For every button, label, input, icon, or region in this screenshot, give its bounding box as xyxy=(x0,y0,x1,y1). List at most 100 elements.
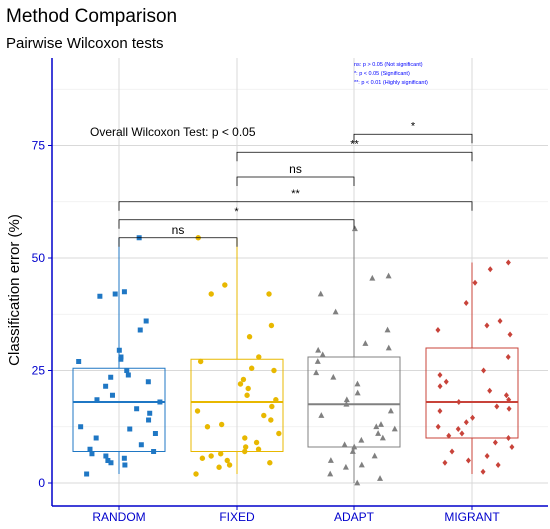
data-point-adapt xyxy=(385,272,392,279)
data-point-random xyxy=(116,347,122,353)
data-point-migrant xyxy=(456,399,462,405)
chart-subtitle: Pairwise Wilcoxon tests xyxy=(6,35,164,52)
data-point-fixed xyxy=(208,291,214,297)
data-point-adapt xyxy=(349,448,356,454)
data-point-fixed xyxy=(226,462,233,468)
data-point-fixed xyxy=(224,457,230,464)
data-point-migrant xyxy=(480,468,486,475)
data-point-adapt xyxy=(362,340,369,346)
data-point-adapt xyxy=(384,326,391,333)
data-point-adapt xyxy=(327,470,334,477)
data-point-fixed xyxy=(269,403,275,410)
data-point-migrant xyxy=(506,405,512,412)
data-point-migrant xyxy=(449,448,455,455)
data-point-random xyxy=(134,406,140,412)
data-point-migrant xyxy=(437,383,443,390)
data-point-random xyxy=(121,455,127,461)
data-point-fixed xyxy=(273,397,279,403)
data-point-random xyxy=(147,410,153,416)
data-point-fixed xyxy=(242,448,248,455)
legend-note-single-star: *: p < 0.05 (Significant) xyxy=(354,71,410,77)
data-point-migrant xyxy=(495,462,501,468)
data-point-adapt xyxy=(342,463,349,470)
comparison-bracket xyxy=(118,201,473,211)
data-point-adapt xyxy=(385,344,392,351)
data-point-migrant xyxy=(463,300,469,306)
x-tick-label: FIXED xyxy=(219,510,255,524)
y-tick-label: 0 xyxy=(38,476,45,490)
data-point-fixed xyxy=(237,381,244,387)
data-point-random xyxy=(94,397,100,403)
data-point-adapt xyxy=(354,389,361,396)
data-point-adapt xyxy=(387,407,394,414)
data-point-migrant xyxy=(435,423,441,430)
data-point-migrant xyxy=(492,439,498,446)
comparison-label: ns xyxy=(289,162,302,176)
data-point-fixed xyxy=(240,376,247,383)
data-point-fixed xyxy=(248,365,255,371)
data-point-random xyxy=(108,374,114,380)
data-point-migrant xyxy=(487,266,493,273)
data-point-migrant xyxy=(455,426,461,432)
data-point-random xyxy=(124,368,130,373)
data-point-adapt xyxy=(313,369,320,376)
y-tick-label: 25 xyxy=(32,364,46,378)
data-point-random xyxy=(76,359,82,364)
comparison-bracket xyxy=(236,151,473,162)
data-point-fixed xyxy=(267,460,273,466)
data-point-migrant xyxy=(446,432,452,439)
comparison-label: ns xyxy=(172,223,185,237)
data-point-fixed xyxy=(276,430,282,437)
box-fixed xyxy=(190,358,284,452)
data-point-fixed xyxy=(208,453,214,459)
box-migrant xyxy=(425,347,519,439)
data-point-adapt xyxy=(377,475,384,481)
comparison-label: * xyxy=(411,120,416,132)
comparison-bracket xyxy=(118,237,238,247)
data-point-adapt xyxy=(330,373,337,380)
data-point-migrant xyxy=(507,331,513,338)
point-layer xyxy=(76,225,515,486)
axis-layer: 0 25 50 75 RANDOM FIXED ADAPT MIGRANT xyxy=(32,58,548,524)
comparison-label: ** xyxy=(350,138,359,150)
data-point-adapt xyxy=(373,423,380,430)
data-point-adapt xyxy=(379,434,386,441)
overall-test-annotation: Overall Wilcoxon Test: p < 0.05 xyxy=(90,125,256,139)
data-point-adapt xyxy=(375,430,382,436)
data-point-fixed xyxy=(271,367,277,374)
data-point-migrant xyxy=(481,367,487,374)
data-point-migrant xyxy=(442,459,448,466)
data-point-fixed xyxy=(261,412,267,419)
data-point-fixed xyxy=(216,464,222,470)
y-tick-label: 50 xyxy=(32,251,46,265)
data-point-random xyxy=(145,379,151,385)
data-point-adapt xyxy=(341,441,348,448)
data-point-fixed xyxy=(268,417,274,423)
data-point-migrant xyxy=(470,414,476,421)
x-tick-label: RANDOM xyxy=(92,510,145,524)
data-point-adapt xyxy=(314,358,321,364)
data-point-migrant xyxy=(509,444,515,450)
data-point-fixed xyxy=(244,392,250,398)
data-point-adapt xyxy=(354,380,361,387)
data-point-migrant xyxy=(487,387,493,394)
data-point-random xyxy=(151,449,157,454)
data-point-migrant xyxy=(435,327,441,333)
data-point-random xyxy=(143,318,149,324)
data-point-adapt xyxy=(391,425,398,432)
data-point-migrant xyxy=(505,259,511,266)
data-point-migrant xyxy=(484,453,490,459)
data-point-migrant xyxy=(459,430,465,437)
y-axis-label: Classification error (%) xyxy=(6,214,23,366)
legend-note-double-star: **: p < 0.01 (Highly significant) xyxy=(354,80,428,86)
data-point-migrant xyxy=(443,378,449,385)
data-point-random xyxy=(97,293,103,299)
data-point-fixed xyxy=(268,322,275,329)
data-point-migrant xyxy=(497,318,503,324)
data-point-migrant xyxy=(437,408,443,414)
chart-title: Method Comparison xyxy=(6,6,177,27)
box-random xyxy=(72,367,166,452)
data-point-adapt xyxy=(332,308,339,315)
data-point-random xyxy=(152,431,158,436)
data-point-fixed xyxy=(255,446,262,452)
